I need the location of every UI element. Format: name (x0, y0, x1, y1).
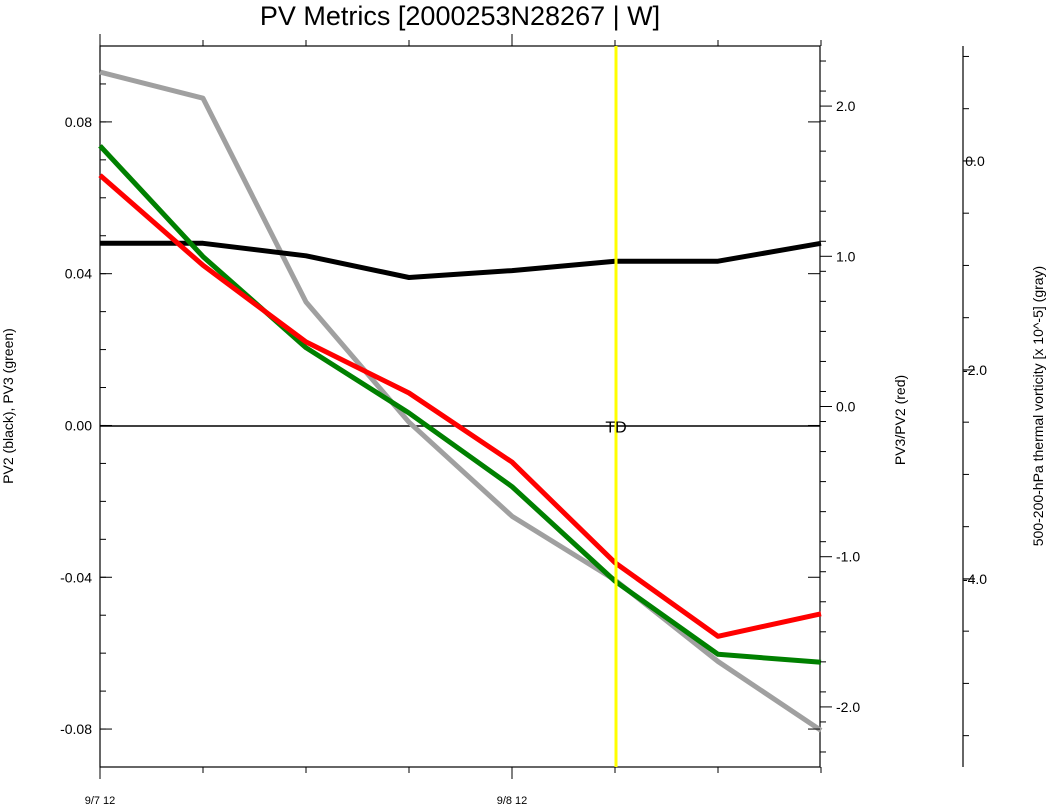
right-axis-label: PV3/PV2 (red) (892, 375, 908, 465)
x-tick-label: 9/8 12 (497, 795, 528, 805)
pv3-pv2-red-line (98, 173, 822, 639)
pv3-green-line (98, 144, 822, 665)
left-axis-label: PV2 (black), PV3 (green) (0, 328, 16, 484)
far-right-tick-label: -4.0 (963, 571, 987, 587)
left-tick-label: 0.04 (65, 266, 92, 282)
x-axis-ticks: 9/7 12 9/8 12 (85, 34, 822, 805)
x-tick-label: 9/7 12 (85, 795, 116, 805)
left-tick-label: 0.08 (65, 114, 92, 130)
left-tick-label: -0.08 (60, 721, 92, 737)
far-right-axis-label: 500-200-hPa thermal vorticity [x 10^-5] … (1030, 266, 1046, 546)
left-tick-label: 0.00 (65, 417, 92, 433)
thermal-vorticity-gray-line (99, 69, 823, 733)
right-tick-label: 1.0 (836, 248, 856, 264)
plot-area: TD (98, 45, 823, 768)
left-tick-label: -0.04 (60, 569, 92, 585)
series-layer (98, 69, 823, 733)
right-axis-ticks: 2.0 1.0 0.0 -1.0 -2.0 (820, 60, 860, 753)
far-right-axis-ticks: 0.0 -2.0 -4.0 (963, 55, 987, 737)
right-tick-label: 0.0 (836, 399, 856, 415)
right-tick-label: -2.0 (836, 699, 860, 715)
right-tick-label: -1.0 (836, 549, 860, 565)
td-marker-label: TD (605, 419, 626, 436)
right-tick-label: 2.0 (836, 98, 856, 114)
far-right-tick-label: -2.0 (963, 362, 987, 378)
pv2-black-line (100, 240, 822, 280)
far-right-tick-label: 0.0 (965, 153, 985, 169)
chart-title: PV Metrics [2000253N28267 | W] (260, 1, 660, 31)
left-axis-ticks: 0.08 0.04 0.00 -0.04 -0.08 (60, 45, 820, 737)
